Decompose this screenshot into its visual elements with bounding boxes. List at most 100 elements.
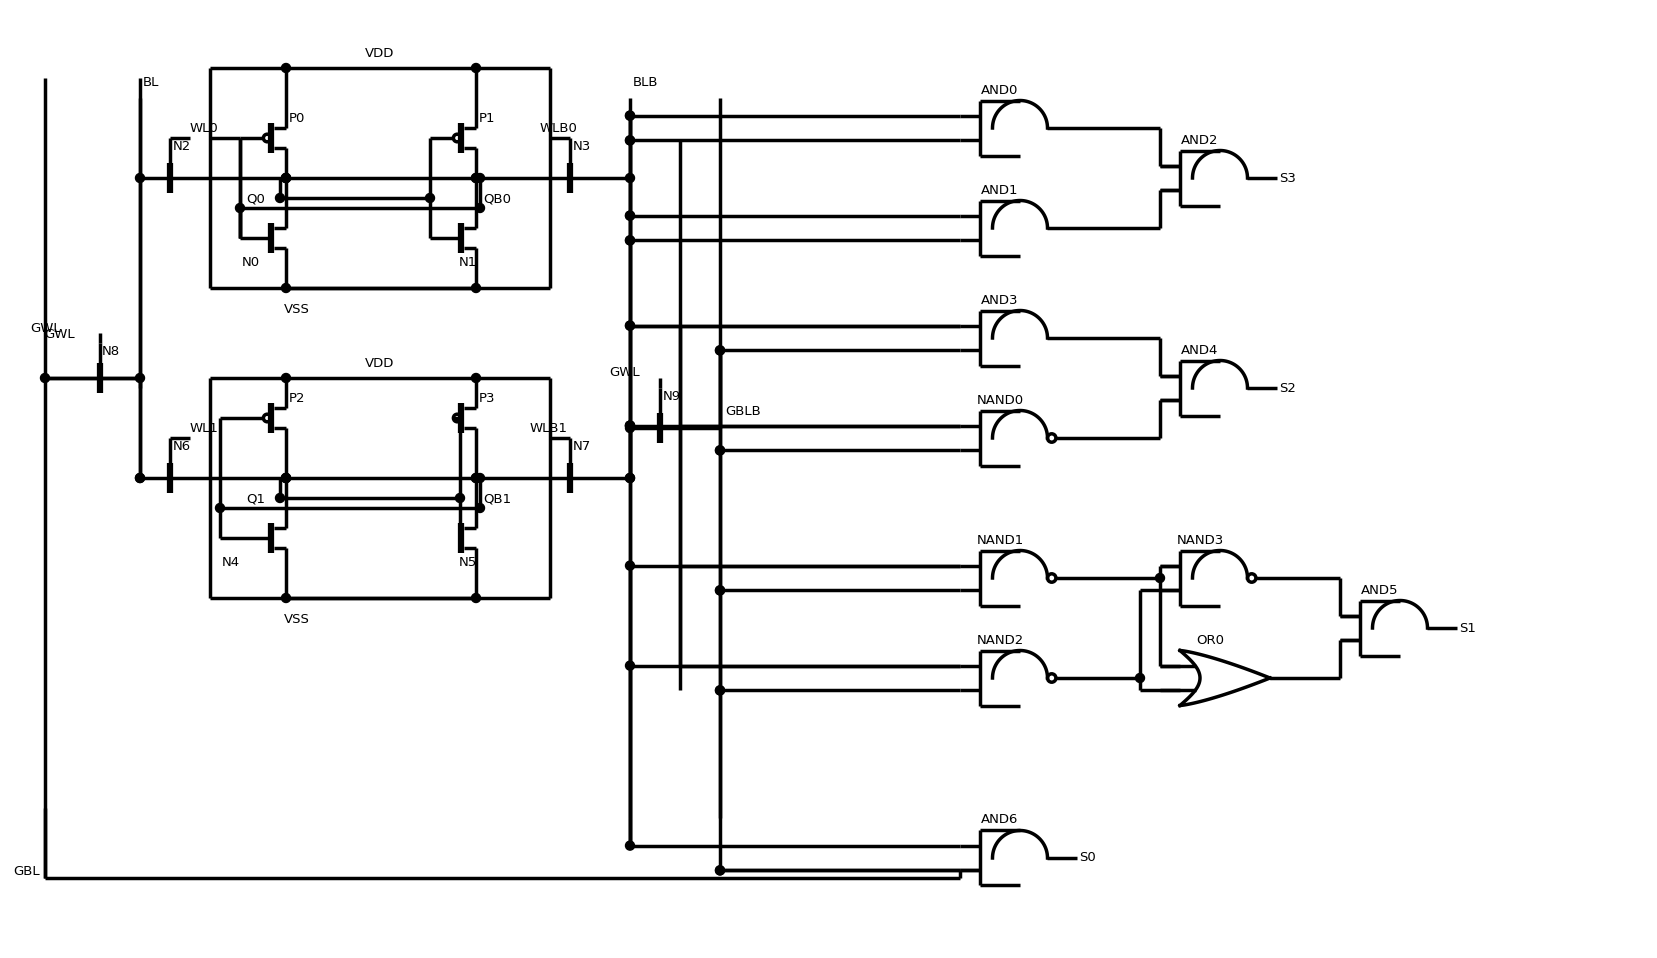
- Text: GBLB: GBLB: [724, 405, 761, 418]
- Circle shape: [716, 346, 724, 354]
- Circle shape: [476, 173, 484, 183]
- Text: Q1: Q1: [245, 493, 265, 506]
- Text: AND1: AND1: [981, 184, 1017, 196]
- Circle shape: [716, 686, 724, 695]
- Circle shape: [716, 445, 724, 455]
- Circle shape: [282, 374, 290, 382]
- Text: S0: S0: [1079, 852, 1095, 864]
- Text: N4: N4: [222, 556, 240, 569]
- Circle shape: [282, 284, 290, 292]
- Text: N2: N2: [172, 140, 191, 153]
- Circle shape: [716, 686, 724, 695]
- Text: AND3: AND3: [981, 293, 1017, 307]
- Circle shape: [471, 473, 481, 483]
- Text: S2: S2: [1279, 381, 1296, 395]
- Circle shape: [136, 473, 144, 483]
- Text: N0: N0: [242, 256, 260, 269]
- Text: WL1: WL1: [191, 422, 219, 435]
- Text: NAND2: NAND2: [976, 633, 1022, 647]
- Circle shape: [282, 594, 290, 603]
- Circle shape: [716, 346, 724, 354]
- Circle shape: [625, 422, 635, 430]
- Text: Q0: Q0: [245, 193, 265, 206]
- Text: N3: N3: [573, 140, 592, 153]
- Circle shape: [476, 473, 484, 483]
- Text: N7: N7: [573, 440, 592, 453]
- Circle shape: [456, 493, 464, 503]
- Circle shape: [625, 236, 635, 245]
- Text: P3: P3: [479, 392, 495, 405]
- Text: AND4: AND4: [1180, 344, 1218, 356]
- Text: GWL: GWL: [45, 329, 75, 341]
- Circle shape: [136, 473, 144, 483]
- Circle shape: [625, 321, 635, 331]
- Text: WLB0: WLB0: [540, 122, 578, 134]
- Circle shape: [282, 63, 290, 73]
- Circle shape: [275, 194, 285, 202]
- Circle shape: [716, 866, 724, 875]
- Circle shape: [625, 423, 635, 432]
- Circle shape: [282, 173, 290, 183]
- Circle shape: [476, 504, 484, 513]
- Circle shape: [471, 374, 481, 382]
- Text: VSS: VSS: [283, 613, 310, 626]
- Circle shape: [471, 594, 481, 603]
- Circle shape: [1135, 673, 1143, 682]
- Text: GBL: GBL: [13, 865, 40, 878]
- Circle shape: [625, 422, 635, 430]
- Circle shape: [136, 173, 144, 183]
- Circle shape: [471, 63, 481, 73]
- Text: WLB1: WLB1: [530, 422, 568, 435]
- Text: AND5: AND5: [1360, 583, 1399, 597]
- Text: QB0: QB0: [482, 193, 510, 206]
- Text: BLB: BLB: [633, 77, 658, 89]
- Text: VSS: VSS: [283, 303, 310, 316]
- Text: WL0: WL0: [191, 122, 219, 134]
- Circle shape: [625, 473, 635, 483]
- Circle shape: [476, 203, 484, 213]
- Circle shape: [625, 321, 635, 331]
- Circle shape: [282, 473, 290, 483]
- Circle shape: [471, 284, 481, 292]
- Text: P0: P0: [288, 112, 305, 125]
- Circle shape: [625, 173, 635, 183]
- Text: NAND3: NAND3: [1176, 534, 1223, 546]
- Circle shape: [426, 194, 434, 202]
- Circle shape: [282, 173, 290, 183]
- Circle shape: [625, 111, 635, 120]
- Text: N9: N9: [663, 390, 681, 403]
- Text: S1: S1: [1458, 622, 1475, 634]
- Circle shape: [625, 111, 635, 120]
- Circle shape: [625, 136, 635, 145]
- Circle shape: [1155, 574, 1163, 582]
- Text: N8: N8: [103, 345, 119, 358]
- Text: OR0: OR0: [1195, 633, 1223, 647]
- Text: NAND1: NAND1: [976, 534, 1022, 546]
- Text: P1: P1: [479, 112, 495, 125]
- Circle shape: [625, 236, 635, 245]
- Text: BL: BL: [143, 77, 159, 89]
- Circle shape: [716, 866, 724, 875]
- Text: P2: P2: [288, 392, 305, 405]
- Circle shape: [40, 374, 50, 382]
- Text: AND2: AND2: [1180, 133, 1218, 147]
- Circle shape: [282, 473, 290, 483]
- Text: NAND0: NAND0: [976, 394, 1022, 406]
- Circle shape: [625, 211, 635, 220]
- Circle shape: [625, 661, 635, 671]
- Text: VDD: VDD: [365, 357, 394, 370]
- Circle shape: [716, 586, 724, 595]
- Text: N6: N6: [172, 440, 191, 453]
- Circle shape: [625, 561, 635, 570]
- Circle shape: [471, 173, 481, 183]
- Circle shape: [625, 211, 635, 220]
- Text: VDD: VDD: [365, 47, 394, 60]
- Text: AND0: AND0: [981, 83, 1017, 97]
- Circle shape: [625, 473, 635, 483]
- Text: GWL: GWL: [610, 367, 640, 379]
- Circle shape: [282, 173, 290, 183]
- Circle shape: [215, 504, 224, 513]
- Circle shape: [625, 422, 635, 430]
- Text: AND6: AND6: [981, 813, 1017, 827]
- Text: S3: S3: [1279, 171, 1296, 185]
